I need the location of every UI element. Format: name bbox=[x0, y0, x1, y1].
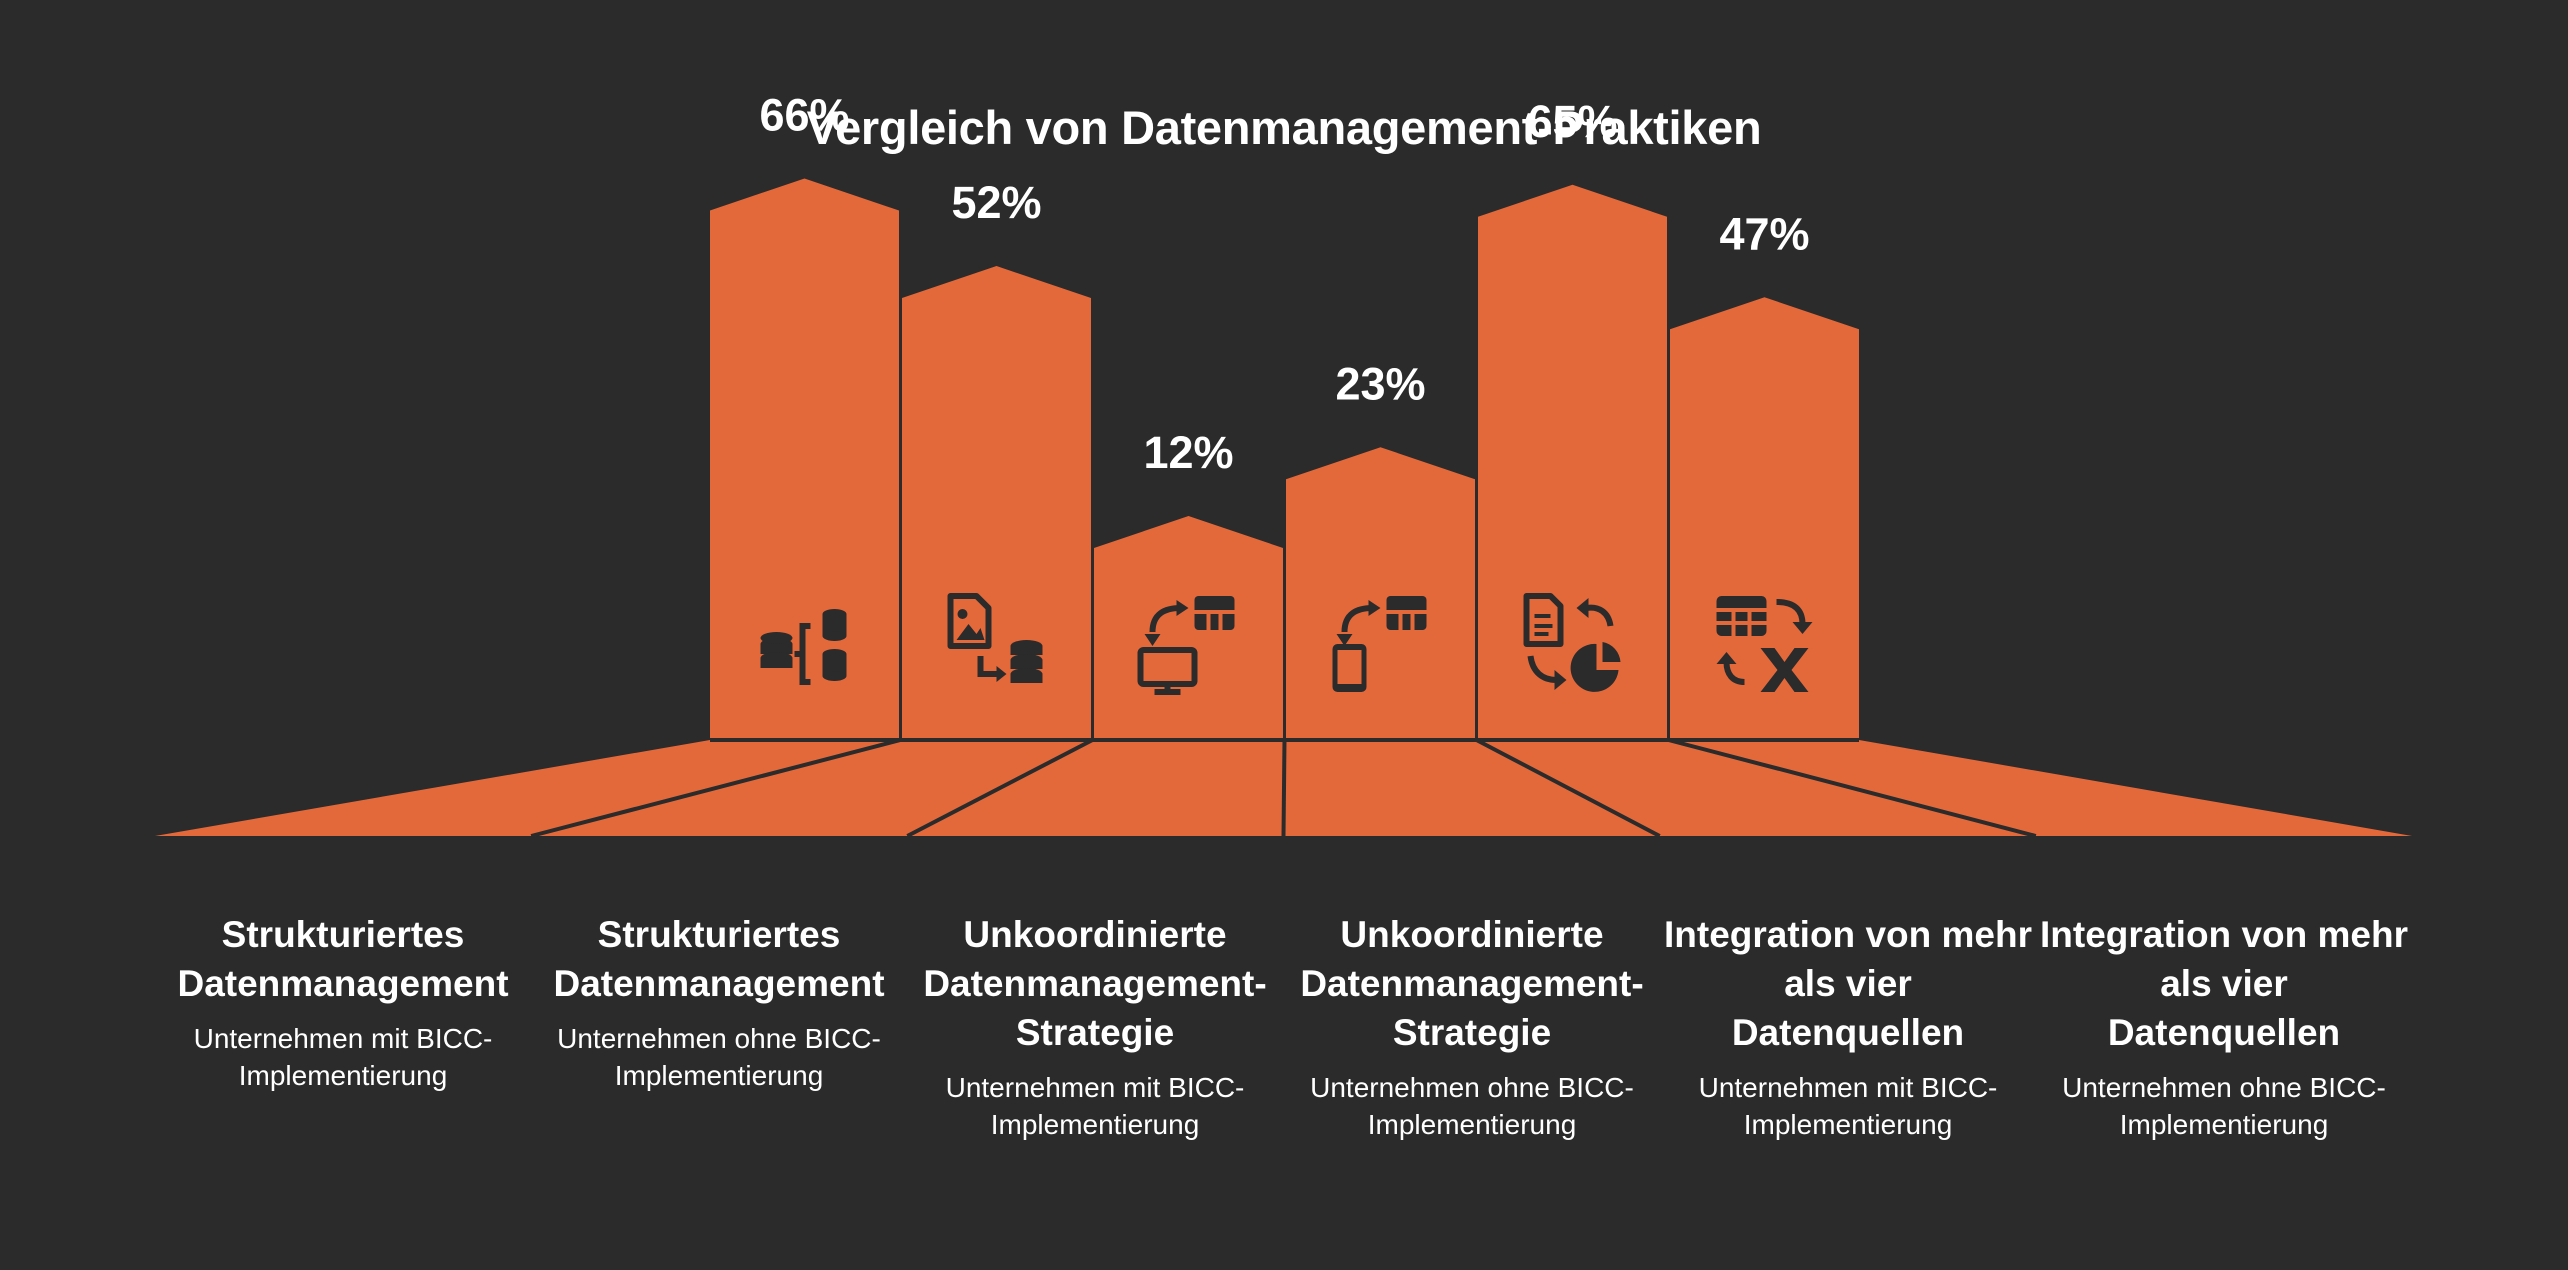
floor-divider bbox=[906, 738, 1094, 838]
category-title: Unkoordinierte Datenmanagement-Strategie bbox=[1300, 914, 1644, 1053]
value-label-2: 52% bbox=[951, 177, 1041, 228]
category-3: Unkoordinierte Datenmanagement-Strategie… bbox=[900, 910, 1290, 1143]
category-subtitle: Unternehmen mit BICC-Implementierung bbox=[1698, 1072, 1998, 1140]
floor-divider bbox=[530, 738, 902, 838]
category-subtitle: Unternehmen ohne BICC-Implementierung bbox=[557, 1023, 881, 1091]
category-6: Integration von mehr als vier Datenquell… bbox=[2039, 910, 2409, 1143]
category-1: Strukturiertes Datenmanagement Unternehme… bbox=[158, 910, 528, 1094]
category-title: Unkoordinierte Datenmanagement-Strategie bbox=[923, 914, 1267, 1053]
category-subtitle: Unternehmen ohne BICC-Implementierung bbox=[2062, 1072, 2386, 1140]
bar-1 bbox=[710, 178, 899, 740]
bar-5 bbox=[1478, 184, 1667, 740]
bar-3 bbox=[1094, 516, 1283, 740]
value-label-4: 23% bbox=[1335, 358, 1425, 409]
floor-divider bbox=[1281, 739, 1287, 837]
category-4: Unkoordinierte Datenmanagement-Strategie… bbox=[1277, 910, 1667, 1143]
table-excel-sync-icon bbox=[1716, 596, 1813, 692]
category-title: Strukturiertes Datenmanagement bbox=[177, 914, 509, 1004]
bar-4 bbox=[1286, 447, 1475, 740]
floor-divider bbox=[1475, 738, 1661, 838]
category-5: Integration von mehr als vier Datenquell… bbox=[1663, 910, 2033, 1143]
category-title: Strukturiertes Datenmanagement bbox=[553, 914, 885, 1004]
category-subtitle: Unternehmen ohne BICC-Implementierung bbox=[1310, 1072, 1634, 1140]
category-2: Strukturiertes Datenmanagement Unternehme… bbox=[534, 910, 904, 1094]
value-label-3: 12% bbox=[1143, 427, 1233, 478]
mobile-table-sync-icon bbox=[1332, 596, 1427, 692]
category-title: Integration von mehr als vier Datenquell… bbox=[2040, 914, 2408, 1053]
chart-title: Vergleich von Datenmanagement-Praktiken bbox=[806, 101, 1762, 154]
value-label-6: 47% bbox=[1719, 208, 1809, 259]
bar-6 bbox=[1670, 297, 1859, 740]
value-label-5: 65% bbox=[1527, 96, 1617, 147]
database-tree-icon bbox=[760, 609, 847, 685]
category-title: Integration von mehr als vier Datenquell… bbox=[1664, 914, 2032, 1053]
category-subtitle: Unternehmen mit BICC-Implementierung bbox=[193, 1023, 493, 1091]
monitor-table-sync-icon bbox=[1137, 596, 1235, 695]
value-label-1: 66% bbox=[759, 90, 849, 141]
document-chart-sync-icon bbox=[1523, 593, 1621, 692]
image-to-database-icon bbox=[947, 593, 1043, 683]
floor-divider bbox=[1667, 738, 2037, 838]
category-subtitle: Unternehmen mit BICC-Implementierung bbox=[945, 1072, 1245, 1140]
